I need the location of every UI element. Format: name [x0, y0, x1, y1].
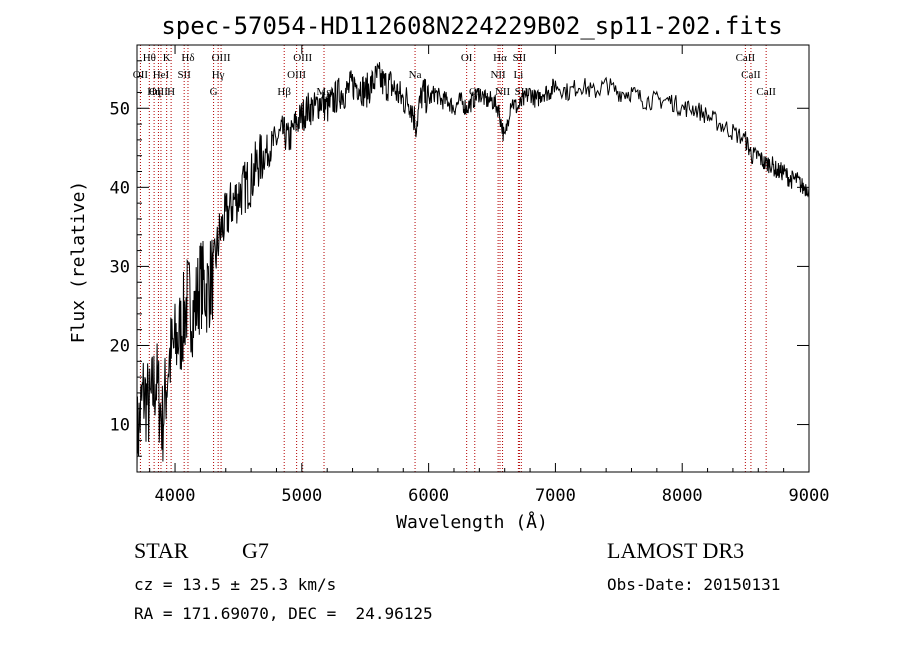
- line-label-16: Li: [514, 69, 524, 81]
- line-label-5: OI: [461, 52, 473, 64]
- line-label-25: NII: [495, 86, 511, 98]
- line-label-13: OIII: [287, 69, 306, 81]
- x-axis-ticks: 4000 5000 6000 7000 8000 9000: [149, 45, 830, 506]
- y-axis-label: Flux (relative): [68, 181, 89, 344]
- x-tick-label-4000: 4000: [155, 486, 196, 506]
- x-tick-label-7000: 7000: [535, 486, 576, 506]
- y-axis-ticks: 10 20 30 40 50: [110, 60, 809, 457]
- spectral-line-labels: Hθ K Hδ OIII OIII OI Hα SII CaII OII HeI SII Hγ OIII N…: [133, 52, 776, 98]
- line-label-21: G: [210, 86, 218, 98]
- line-label-22: Hβ: [277, 86, 291, 98]
- observation-date: Obs-Date: 20150131: [607, 575, 781, 594]
- line-label-8: CaII: [736, 52, 756, 64]
- line-label-10: HeI: [153, 69, 170, 81]
- line-label-11: SII: [177, 69, 191, 81]
- line-label-19: Hη: [147, 86, 161, 98]
- x-tick-label-8000: 8000: [662, 486, 703, 506]
- object-subclass: G7: [242, 538, 269, 563]
- coordinates-readout: RA = 171.69070, DEC = 24.96125: [134, 604, 433, 623]
- line-label-3: OIII: [212, 52, 231, 64]
- plot-frame: [136, 44, 810, 473]
- line-label-26: SII: [515, 86, 529, 98]
- x-tick-label-6000: 6000: [408, 486, 449, 506]
- spectral-line-markers: [139, 45, 767, 472]
- y-tick-label-10: 10: [110, 416, 130, 436]
- y-tick-label-50: 50: [110, 99, 130, 119]
- survey-name: LAMOST DR3: [607, 538, 745, 563]
- line-label-15: NII: [490, 69, 506, 81]
- line-label-14: Na: [409, 69, 422, 81]
- line-label-18: OIII: [149, 86, 168, 98]
- line-label-4: OIII: [293, 52, 312, 64]
- y-tick-label-20: 20: [110, 336, 130, 356]
- line-label-17: CaII: [741, 69, 761, 81]
- line-label-2: Hδ: [181, 52, 194, 64]
- object-class: STAR: [134, 538, 189, 563]
- line-label-0: Hθ: [143, 52, 156, 64]
- x-tick-label-9000: 9000: [789, 486, 830, 506]
- line-label-1: K: [163, 52, 171, 64]
- line-label-27: CaII: [756, 86, 776, 98]
- x-axis-label: Wavelength (Å): [396, 511, 548, 533]
- spectrum-series-line: [136, 62, 810, 473]
- y-tick-label-40: 40: [110, 178, 130, 198]
- line-label-6: Hα: [493, 52, 507, 64]
- line-label-20: H: [167, 86, 175, 98]
- redshift-readout: cz = 13.5 ± 25.3 km/s: [134, 575, 337, 594]
- line-label-9: OII: [133, 69, 149, 81]
- x-tick-label-5000: 5000: [281, 486, 322, 506]
- y-tick-label-30: 30: [110, 257, 130, 277]
- line-label-7: SII: [513, 52, 527, 64]
- chart-title: spec-57054-HD112608N224229B02_sp11-202.f…: [161, 12, 782, 40]
- line-label-12: Hγ: [212, 69, 225, 81]
